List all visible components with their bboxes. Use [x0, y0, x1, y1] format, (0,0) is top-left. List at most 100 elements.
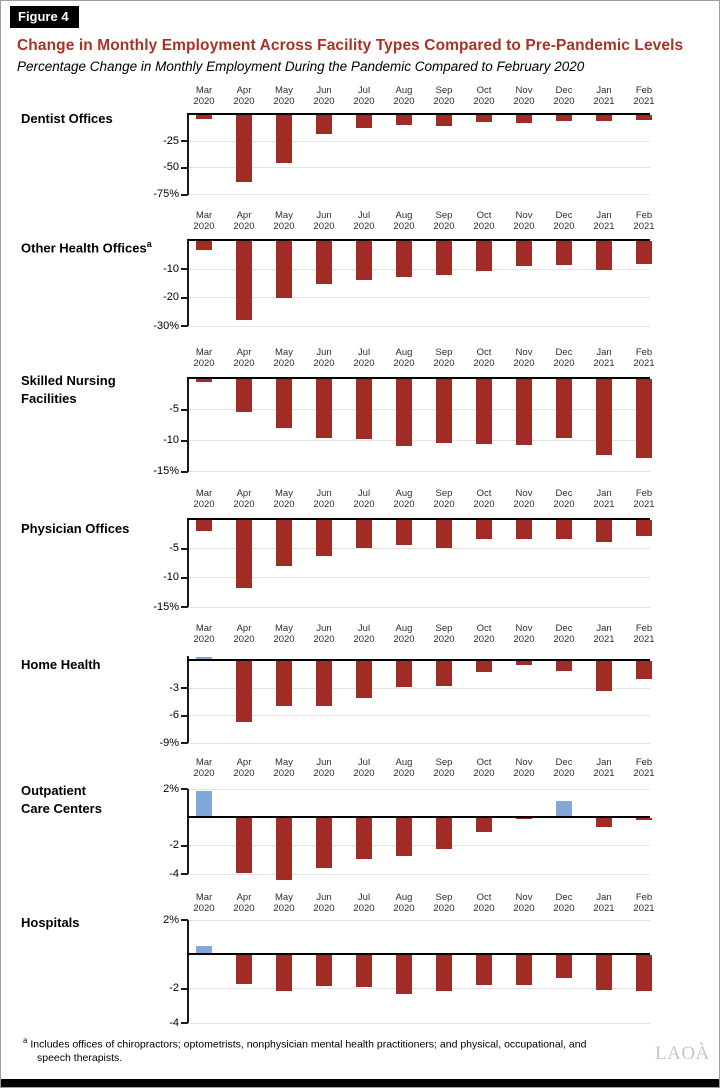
bar-negative — [276, 241, 292, 298]
month-label: Aug 2020 — [393, 210, 415, 232]
month-label: Jan 2021 — [593, 623, 615, 645]
bar-negative — [356, 954, 372, 988]
bar-negative — [476, 241, 492, 272]
y-tick-mark — [181, 606, 188, 609]
chart-label-dentist-offices: Dentist Offices — [21, 111, 113, 126]
month-label: Nov 2020 — [513, 757, 535, 779]
bar-negative — [196, 241, 212, 250]
month-label: Mar 2020 — [193, 85, 215, 107]
bar-negative — [516, 519, 532, 540]
bar-positive — [556, 800, 572, 818]
month-label: Dec 2020 — [553, 347, 575, 369]
bar-negative — [196, 114, 212, 119]
y-tick-label: -10 — [163, 571, 179, 584]
month-label: May 2020 — [273, 488, 295, 510]
month-label: Feb 2021 — [633, 488, 655, 510]
month-label: Sep 2020 — [433, 210, 455, 232]
zero-line — [187, 815, 650, 818]
y-tick-label: -15% — [153, 465, 179, 478]
month-label: Mar 2020 — [193, 623, 215, 645]
month-label: Sep 2020 — [433, 347, 455, 369]
y-axis-line — [187, 920, 189, 1024]
month-label: Jul 2020 — [353, 210, 375, 232]
bar-negative — [236, 660, 252, 722]
bar-negative — [276, 114, 292, 163]
y-tick-label: -9% — [159, 736, 179, 749]
gridline — [189, 140, 650, 142]
y-tick-mark — [181, 844, 188, 847]
zero-line — [187, 517, 650, 520]
month-label: Oct 2020 — [473, 623, 495, 645]
zero-line — [187, 658, 650, 661]
bar-negative — [476, 660, 492, 672]
y-tick-label: -3 — [169, 681, 179, 694]
month-label: Oct 2020 — [473, 85, 495, 107]
month-label: Sep 2020 — [433, 623, 455, 645]
month-label: Aug 2020 — [393, 85, 415, 107]
bar-negative — [436, 817, 452, 849]
gridline — [189, 988, 650, 990]
bar-negative — [636, 114, 652, 121]
bar-negative — [396, 378, 412, 447]
bar-negative — [316, 817, 332, 869]
bar-negative — [276, 378, 292, 429]
y-tick-mark — [181, 140, 188, 143]
bar-negative — [556, 378, 572, 439]
bar-negative — [636, 378, 652, 459]
y-tick-mark — [181, 268, 188, 271]
bar-negative — [636, 954, 652, 991]
y-axis-line — [187, 519, 189, 608]
bar-negative — [476, 954, 492, 985]
bar-negative — [236, 817, 252, 873]
bar-negative — [556, 114, 572, 122]
month-label: Feb 2021 — [633, 892, 655, 914]
gridline — [189, 268, 650, 270]
month-label: Jul 2020 — [353, 892, 375, 914]
gridline — [189, 873, 650, 875]
bar-negative — [476, 114, 492, 123]
y-tick-mark — [181, 470, 188, 473]
month-label: Dec 2020 — [553, 892, 575, 914]
bar-negative — [556, 519, 572, 539]
y-tick-mark — [181, 547, 188, 550]
bar-negative — [316, 660, 332, 707]
month-label: Dec 2020 — [553, 488, 575, 510]
y-tick-label: -2 — [169, 839, 179, 852]
month-label: Sep 2020 — [433, 488, 455, 510]
bar-negative — [516, 954, 532, 986]
bar-negative — [316, 954, 332, 987]
bottom-bar — [1, 1079, 719, 1087]
y-tick-label: 2% — [163, 782, 179, 795]
month-label: Aug 2020 — [393, 757, 415, 779]
y-tick-mark — [181, 742, 188, 745]
bar-negative — [356, 660, 372, 699]
y-axis-line — [187, 789, 189, 875]
y-axis-line — [187, 114, 189, 195]
bar-negative — [436, 519, 452, 548]
zero-line — [187, 112, 650, 115]
gridline — [189, 845, 650, 847]
bar-negative — [356, 817, 372, 859]
month-label: Jan 2021 — [593, 85, 615, 107]
bar-negative — [196, 519, 212, 532]
bar-negative — [396, 817, 412, 856]
month-label: Oct 2020 — [473, 757, 495, 779]
y-tick-label: -5 — [169, 542, 179, 555]
y-tick-mark — [181, 987, 188, 990]
figure-number-label: Figure 4 — [10, 6, 79, 28]
y-tick-mark — [181, 439, 188, 442]
month-label: May 2020 — [273, 210, 295, 232]
bar-negative — [236, 241, 252, 320]
bar-negative — [276, 817, 292, 880]
y-tick-label: -15% — [153, 600, 179, 613]
bar-negative — [476, 817, 492, 832]
y-axis-line — [187, 241, 189, 327]
footnote: a Includes offices of chiropractors; opt… — [23, 1034, 623, 1066]
bar-negative — [596, 954, 612, 990]
month-label: Jun 2020 — [313, 623, 335, 645]
bar-negative — [516, 378, 532, 446]
bar-negative — [636, 660, 652, 679]
gridline — [189, 167, 650, 169]
month-label: May 2020 — [273, 623, 295, 645]
month-label: Mar 2020 — [193, 757, 215, 779]
